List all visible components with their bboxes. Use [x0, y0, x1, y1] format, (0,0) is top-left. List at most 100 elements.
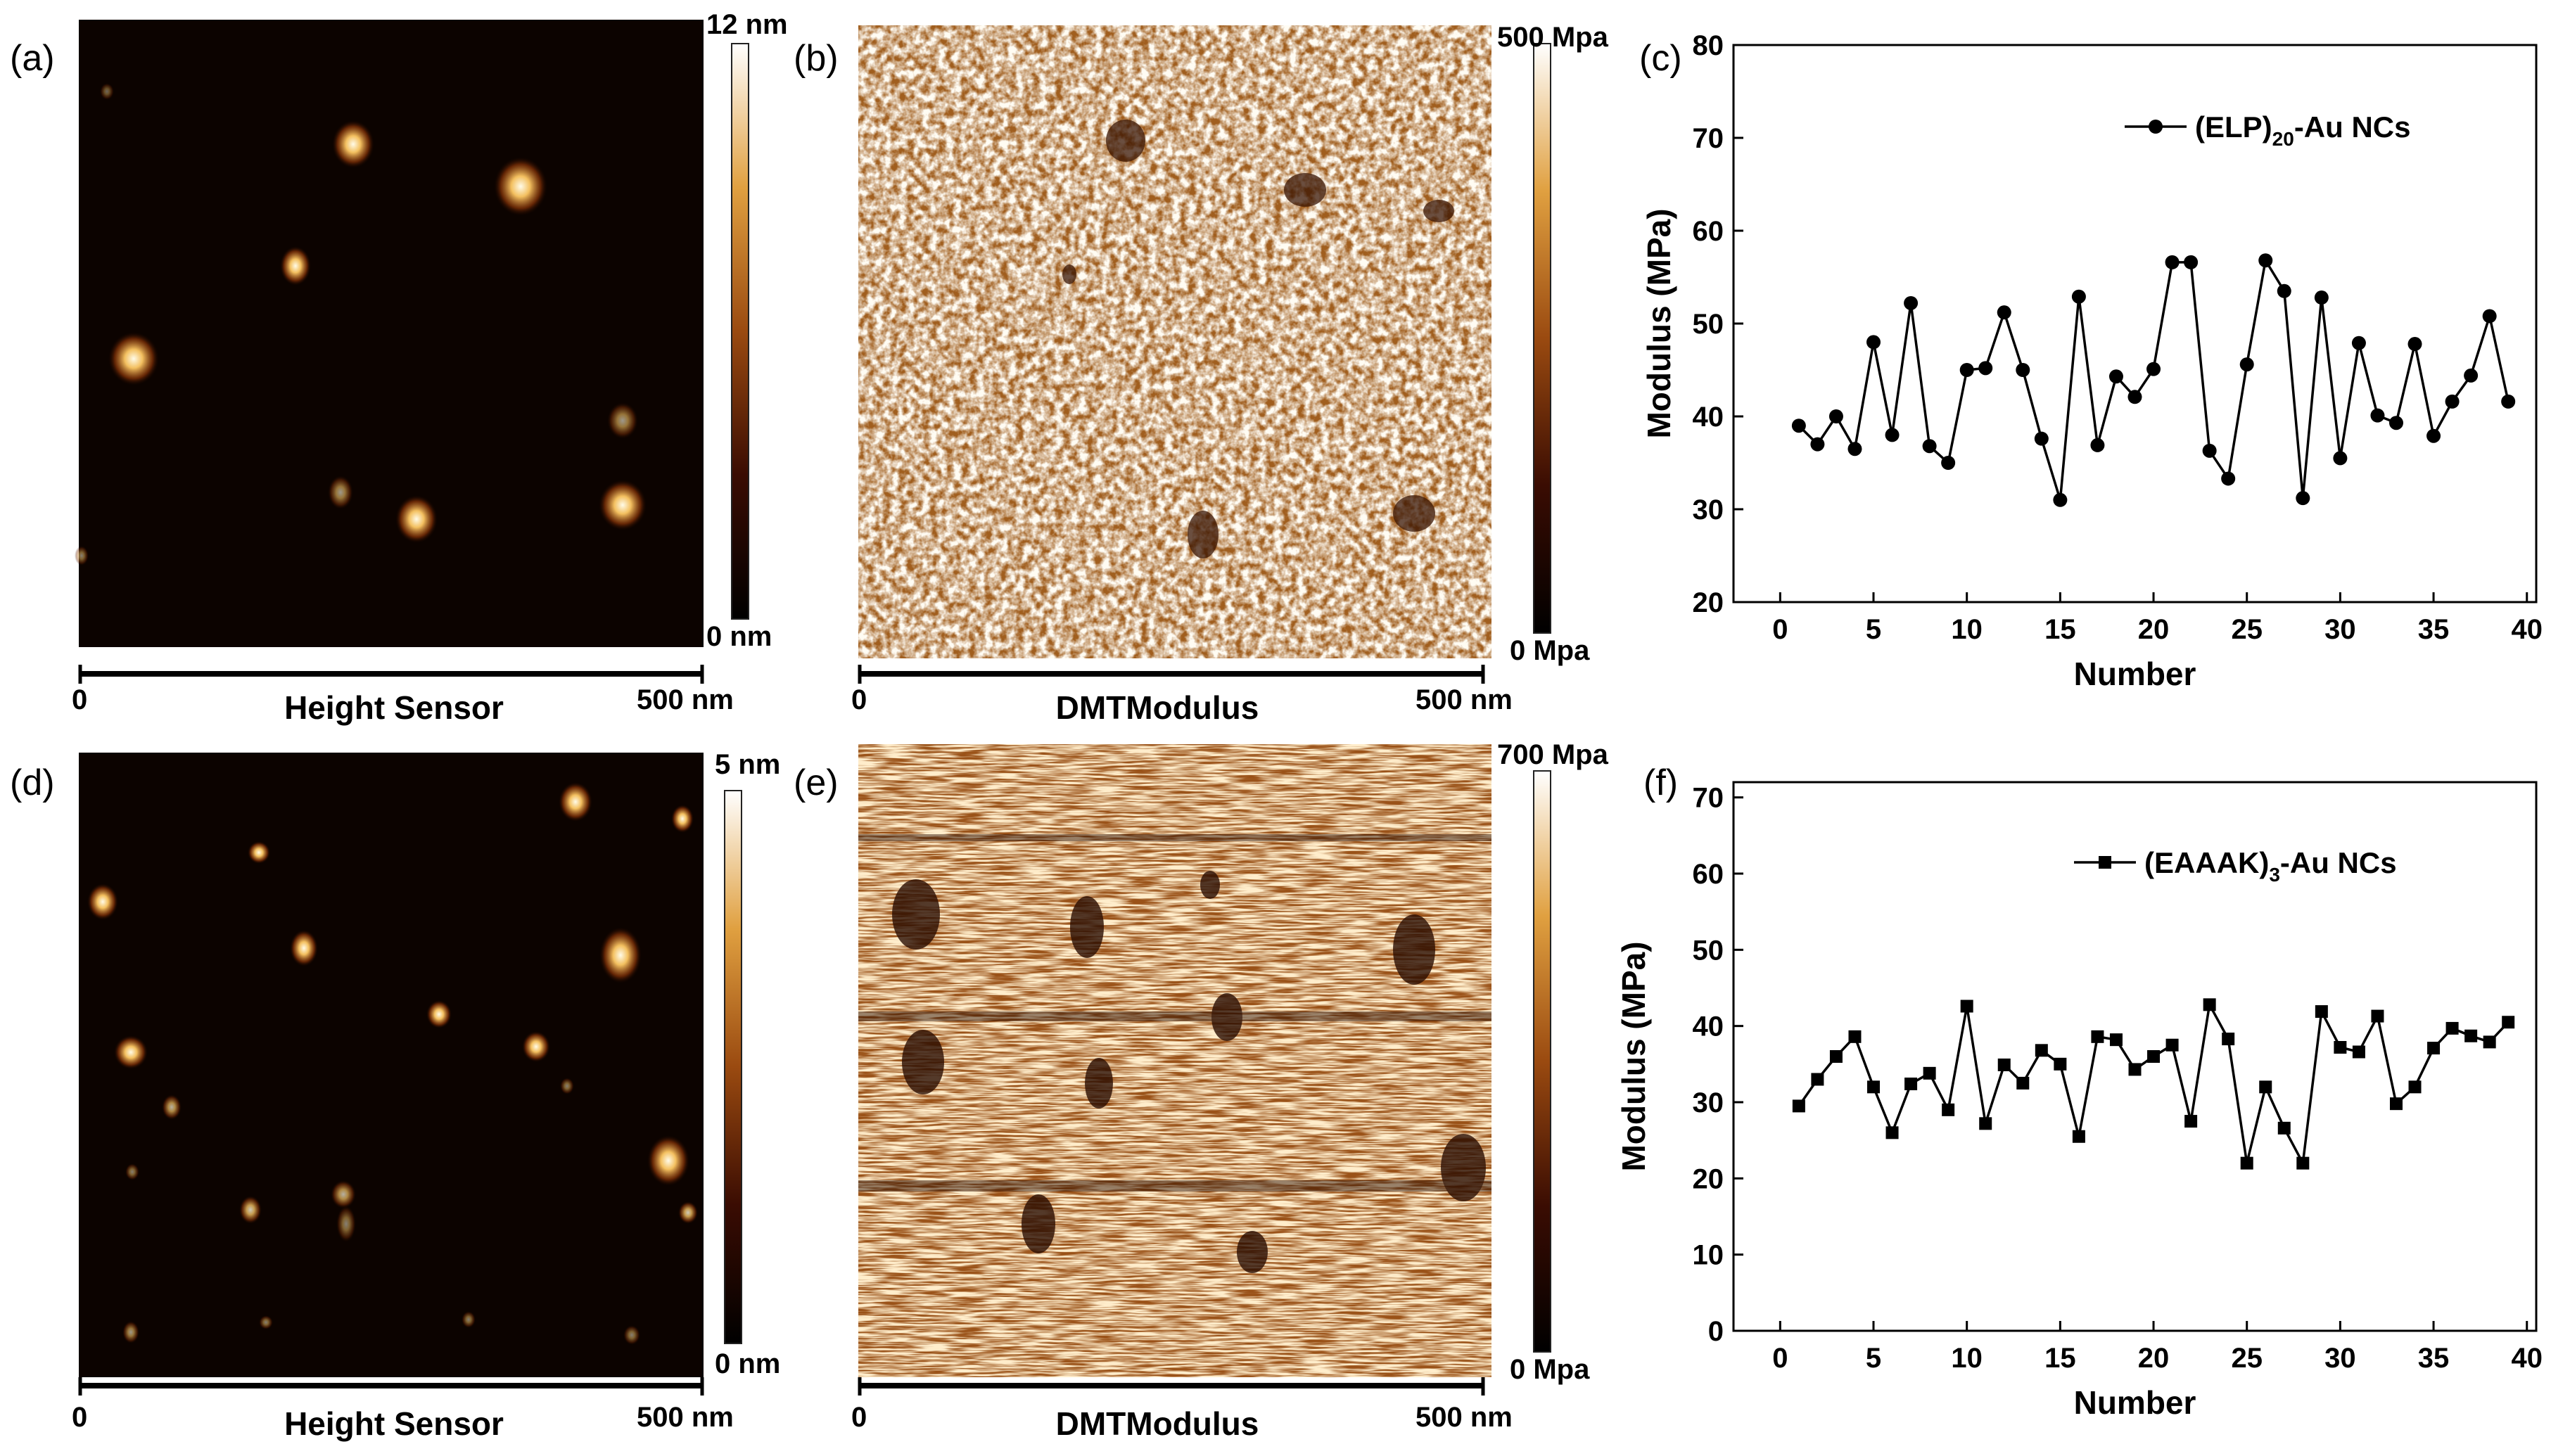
data-point [2184, 1115, 2198, 1128]
series-line [1798, 257, 2509, 501]
legend-marker [2099, 856, 2111, 869]
height-image-d [79, 753, 704, 1377]
panel-b: (b) 500 Mpa 0 Mpa 0 500 nm DMTModulus [794, 22, 1609, 726]
scale-start-d: 0 [72, 1402, 87, 1433]
panel-d: (d) 5 nm 0 nm [10, 749, 780, 1442]
caption-b: DMTModulus [1056, 689, 1259, 726]
x-tick-label: 20 [2138, 614, 2170, 645]
data-point [2128, 1063, 2142, 1076]
colorbar-b-max: 500 Mpa [1497, 22, 1609, 53]
chart-c: 0 5 10 15 20 25 30 35 40 20 30 40 50 60 70 80 Number Modu… [1641, 30, 2543, 692]
data-point [2296, 1156, 2310, 1170]
data-point [2202, 443, 2217, 458]
data-point [2407, 337, 2422, 352]
data-point [2426, 428, 2441, 443]
data-point [2239, 357, 2254, 372]
scale-start-b: 0 [851, 684, 867, 715]
data-point [2053, 492, 2068, 507]
x-tick-label: 15 [2044, 614, 2076, 645]
data-point [2240, 1156, 2253, 1170]
data-point [1811, 1073, 1824, 1086]
y-tick-label: 50 [1693, 309, 1724, 340]
colorbar-e-min: 0 Mpa [1510, 1354, 1590, 1385]
data-point [1885, 1126, 1899, 1139]
y-axis-label: Modulus (MPa) [1615, 941, 1652, 1171]
x-tick-label: 10 [1951, 614, 1983, 645]
data-point [2352, 1045, 2365, 1059]
data-point [2427, 1042, 2441, 1055]
scale-start-e: 0 [851, 1402, 867, 1433]
x-tick-label: 40 [2511, 614, 2543, 645]
scale-start-a: 0 [72, 684, 87, 715]
data-point [1941, 456, 1956, 470]
caption-e: DMTModulus [1056, 1405, 1259, 1442]
data-point [2221, 471, 2236, 486]
data-point [2445, 394, 2460, 409]
x-tick-label: 5 [1866, 1343, 1881, 1374]
data-point [1997, 305, 2011, 320]
panel-b-label: (b) [794, 38, 839, 79]
height-features-a [75, 83, 647, 566]
y-tick-label: 70 [1693, 123, 1724, 154]
scale-end-a: 500 nm [637, 684, 734, 715]
data-point [1959, 363, 1974, 377]
scale-end-d: 500 nm [637, 1402, 734, 1433]
scale-end-e: 500 nm [1416, 1402, 1513, 1433]
y-tick-label: 30 [1693, 1087, 1724, 1118]
x-tick-label: 30 [2324, 614, 2356, 645]
data-point [2388, 416, 2403, 430]
data-point [1978, 361, 1993, 376]
data-point [1904, 1078, 1918, 1090]
y-tick-label: 20 [1693, 1163, 1724, 1194]
data-point [1867, 1080, 1881, 1094]
y-tick-label: 0 [1708, 1316, 1724, 1347]
data-point [2501, 394, 2516, 409]
x-tick-label: 35 [2418, 614, 2450, 645]
y-tick-label: 50 [1693, 935, 1724, 966]
x-tick-label: 35 [2418, 1343, 2450, 1374]
data-point [2091, 1030, 2104, 1043]
y-tick-label: 80 [1693, 30, 1724, 61]
x-tick-label: 0 [1772, 614, 1788, 645]
colorbar-e [1533, 770, 1551, 1353]
data-point [2315, 1005, 2328, 1018]
data-point [2482, 309, 2497, 324]
data-point [2108, 369, 2123, 384]
data-point [2016, 363, 2030, 377]
caption-d: Height Sensor [284, 1405, 504, 1442]
panel-f-label: (f) [1643, 762, 1678, 803]
modulus-texture-e [858, 744, 1491, 1377]
data-point [2277, 283, 2291, 298]
colorbar-a [731, 43, 749, 620]
data-point [2464, 1029, 2478, 1042]
data-point [2445, 1021, 2459, 1035]
y-tick-label: 10 [1693, 1240, 1724, 1271]
data-point [2072, 1130, 2085, 1143]
x-axis-label: Number [2074, 1384, 2196, 1421]
x-axis-label: Number [2074, 656, 2196, 692]
x-tick-label: 25 [2231, 614, 2263, 645]
x-tick-label: 10 [1951, 1343, 1983, 1374]
data-point [2296, 491, 2310, 506]
data-point [2408, 1080, 2422, 1094]
colorbar-a-max: 12 nm [706, 9, 788, 40]
data-point [1923, 1066, 1936, 1080]
x-tick-label: 25 [2231, 1343, 2263, 1374]
panel-d-label: (d) [10, 762, 55, 803]
data-point [1829, 1050, 1843, 1063]
data-point [2035, 1044, 2048, 1057]
colorbar-b [1533, 43, 1551, 634]
data-point [2464, 368, 2479, 383]
colorbar-e-max: 700 Mpa [1497, 739, 1609, 770]
modulus-features-e [858, 834, 1491, 1273]
data-point [2258, 253, 2273, 268]
x-tick-label: 30 [2324, 1343, 2356, 1374]
data-point [2034, 431, 2049, 446]
data-point [2146, 362, 2161, 376]
y-axis-label: Modulus (MPa) [1641, 208, 1677, 438]
chart-f: 0 5 10 15 20 25 30 35 40 0 10 20 30 40 50 60 70 Number Mod… [1615, 781, 2543, 1421]
data-point [2314, 290, 2329, 305]
modulus-features-b [1062, 120, 1454, 558]
y-tick-label: 40 [1693, 402, 1724, 433]
data-point [2071, 289, 2086, 304]
